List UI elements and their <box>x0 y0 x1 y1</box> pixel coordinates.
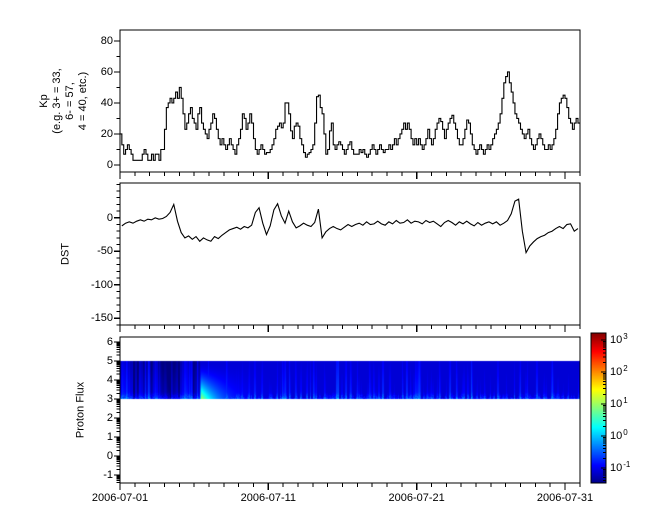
colorbar-gradient <box>591 333 606 483</box>
kp-panel-frame <box>119 29 581 173</box>
y-tick-label: 5 <box>106 354 113 367</box>
proton-flux-panel-frame <box>119 336 581 484</box>
y-tick-label: -150 <box>90 312 113 325</box>
y-tick-label: 0 <box>106 159 113 172</box>
y-tick-label: 0 <box>106 211 113 224</box>
kp-axis-label-line: (e.g. 3+ = 33, <box>51 68 63 134</box>
x-tick-label: 2006-07-31 <box>536 492 594 504</box>
proton-flux-spectrogram <box>120 337 580 483</box>
dst-line <box>121 198 579 255</box>
colorbar-tick-label: 101 <box>610 396 628 410</box>
proton-flux-axis-label: Proton Flux <box>74 381 87 439</box>
x-tick-label: 2006-07-11 <box>240 492 297 504</box>
colorbar-tick-label: 100 <box>610 427 628 442</box>
colorbar-tick-label: 103 <box>610 332 628 347</box>
colorbar-frame <box>590 332 607 484</box>
y-tick-label: 80 <box>100 34 113 47</box>
y-tick-label: 0 <box>106 450 113 462</box>
kp-axis-label-line: Kp <box>38 94 50 108</box>
colorbar-tick-label: 102 <box>610 364 628 379</box>
colorbar-tick-label: 10-1 <box>610 459 631 474</box>
y-tick-label: 4 <box>106 373 113 386</box>
y-tick-label: 2 <box>106 411 113 424</box>
y-tick-label: 20 <box>100 127 113 140</box>
y-tick-label: -50 <box>97 245 113 258</box>
y-tick-label: 3 <box>106 392 113 405</box>
y-tick-label: 6 <box>106 335 113 348</box>
x-tick-label: 2006-07-01 <box>91 492 149 504</box>
y-tick-label: -1 <box>103 469 113 482</box>
dst-panel-frame <box>119 182 581 326</box>
y-tick-label: 1 <box>106 430 113 443</box>
y-tick-label: 40 <box>100 96 113 109</box>
x-tick-label: 2006-07-21 <box>388 492 445 504</box>
y-tick-label: 60 <box>100 65 113 78</box>
y-tick-label: -100 <box>90 278 113 291</box>
kp-step-line <box>120 71 580 161</box>
